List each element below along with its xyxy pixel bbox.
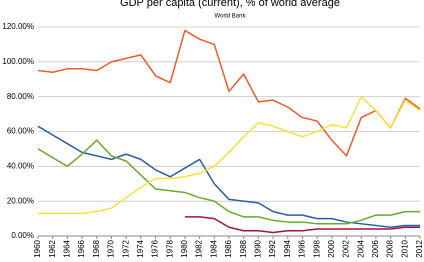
chart-title: GDP per capita (current), % of world ave… <box>120 0 340 9</box>
x-tick-label: 1974 <box>136 239 145 257</box>
x-tick-label: 1966 <box>77 239 86 257</box>
y-tick-label: 0.00% <box>11 231 34 240</box>
x-tick-label: 2008 <box>386 239 395 257</box>
x-tick-label: 1968 <box>92 239 101 257</box>
x-tick-label: 2012 <box>415 239 424 257</box>
y-tick-label: 120.00% <box>2 22 34 31</box>
x-tick-label: 1976 <box>151 239 160 257</box>
chart-subtitle: World Bank <box>215 14 247 20</box>
x-tick-label: 1972 <box>121 239 130 257</box>
y-tick-label: 20.00% <box>7 196 34 205</box>
y-tick-label: 100.00% <box>2 57 34 66</box>
x-tick-label: 1984 <box>209 239 218 257</box>
x-tick-label: 1960 <box>33 239 42 257</box>
x-tick-label: 2002 <box>342 239 351 257</box>
x-tick-label: 1964 <box>62 239 71 257</box>
y-tick-label: 60.00% <box>7 127 34 136</box>
x-tick-label: 1980 <box>180 239 189 257</box>
x-tick-label: 1986 <box>224 239 233 257</box>
series-line <box>37 29 421 157</box>
x-tick-label: 1962 <box>48 239 57 257</box>
x-tick-label: 1998 <box>312 239 321 257</box>
series-line <box>37 139 420 225</box>
x-tick-label: 2006 <box>371 239 380 257</box>
x-tick-label: 1996 <box>298 239 307 257</box>
x-tick-label: 2000 <box>327 239 336 257</box>
series-line <box>38 95 421 215</box>
x-tick-label: 1990 <box>253 239 262 257</box>
x-tick-label: 1982 <box>195 239 204 257</box>
x-tick-label: 1992 <box>268 239 277 257</box>
y-tick-label: 80.00% <box>7 92 34 101</box>
x-tick-label: 1970 <box>107 239 116 257</box>
x-tick-label: 1994 <box>283 239 292 257</box>
y-tick-label: 40.00% <box>7 161 34 170</box>
x-tick-label: 2010 <box>400 239 409 257</box>
x-tick-label: 1988 <box>239 239 248 257</box>
series-line <box>184 216 420 234</box>
x-tick-label: 1978 <box>165 239 174 257</box>
x-tick-label: 2004 <box>356 239 365 257</box>
series-line <box>37 125 420 229</box>
